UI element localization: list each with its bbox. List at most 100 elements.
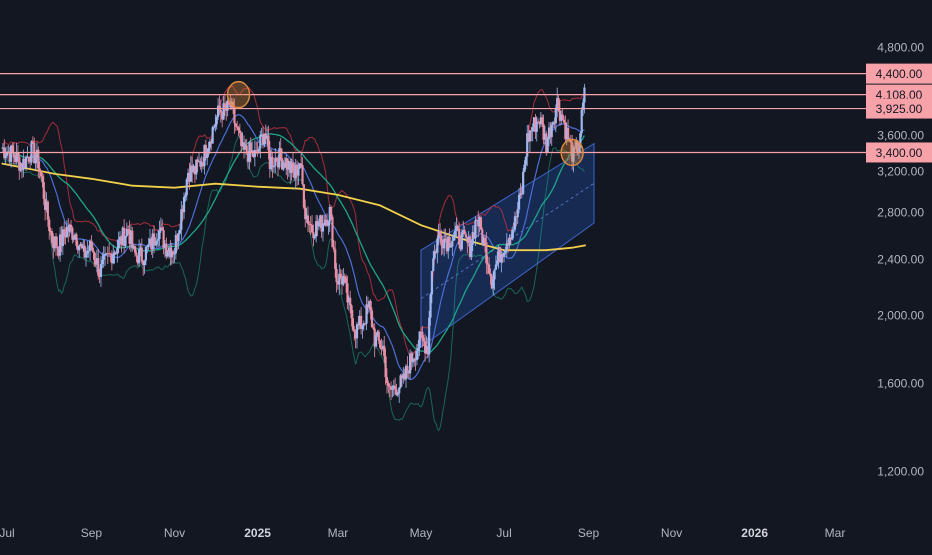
candle-body — [413, 358, 416, 362]
candle — [400, 373, 404, 387]
candle-body — [19, 162, 22, 171]
candle — [477, 210, 480, 237]
candle — [84, 247, 88, 267]
candle-body — [256, 150, 259, 152]
candle-body — [395, 389, 398, 396]
candle — [447, 235, 450, 259]
candle — [87, 245, 90, 258]
candle-body — [448, 236, 451, 248]
candle-body — [415, 350, 419, 361]
candle — [310, 214, 314, 234]
candle-body — [460, 232, 463, 250]
candle-body — [8, 151, 11, 162]
candle — [534, 113, 537, 139]
y-tick-label: 3,600.00 — [877, 128, 924, 142]
candle — [151, 229, 154, 259]
candle-body — [347, 297, 350, 303]
candle — [72, 235, 75, 243]
candle-body — [188, 172, 191, 182]
candle — [101, 252, 104, 269]
candle-body — [575, 141, 578, 148]
candle-body — [315, 221, 318, 237]
candle — [396, 392, 399, 398]
candle-body — [185, 179, 188, 196]
highlight-circle[interactable] — [560, 138, 584, 167]
candle-body — [242, 142, 246, 150]
level-line[interactable]: 3,400.00 — [0, 142, 932, 163]
candle — [212, 124, 216, 131]
candle — [298, 163, 301, 169]
candle — [78, 244, 81, 258]
candle — [49, 227, 52, 236]
candle — [449, 243, 453, 248]
candle-body — [152, 233, 156, 245]
candle-body — [370, 310, 374, 328]
candle-body — [534, 117, 537, 132]
candle — [463, 225, 466, 235]
candle — [411, 351, 414, 368]
level-line[interactable]: 4,400.00 — [0, 63, 932, 84]
candle-body — [407, 370, 410, 374]
level-line[interactable]: 3,925.00 — [0, 98, 932, 119]
candle-body — [204, 144, 207, 158]
candle-body — [464, 234, 468, 238]
candle-body — [383, 345, 386, 357]
highlight-circle[interactable] — [226, 80, 251, 109]
candle-body — [430, 270, 433, 295]
candle-body — [162, 230, 165, 249]
candle-body — [388, 385, 391, 387]
candle-body — [82, 245, 85, 249]
candle — [76, 240, 79, 254]
candle-body — [60, 234, 63, 247]
candle-body — [133, 246, 137, 253]
candle-body — [355, 324, 359, 339]
candle — [482, 235, 485, 247]
candle — [489, 268, 492, 285]
candle — [86, 240, 89, 258]
candle-body — [358, 315, 361, 326]
candle-body — [295, 165, 299, 176]
horizontal-levels[interactable]: 4,400.004,108.003,925.003,400.00 — [0, 63, 932, 163]
candle — [264, 124, 267, 145]
time-axis[interactable]: Jul Sep Nov 2025 Mar May Jul Sep Nov 2026 Mar — [0, 526, 845, 540]
candle — [98, 268, 101, 284]
candle-body — [112, 254, 115, 264]
candle-body — [118, 236, 122, 241]
candle-body — [558, 110, 562, 121]
candle — [75, 232, 78, 249]
candle-body — [423, 341, 427, 354]
candle — [500, 251, 503, 273]
candle — [83, 240, 86, 259]
candle-body — [432, 258, 435, 271]
candle-body — [357, 324, 360, 326]
level-label: 3,925.00 — [876, 102, 923, 116]
y-tick-label: 2,400.00 — [877, 253, 924, 267]
candle — [103, 246, 107, 267]
candle-body — [373, 328, 376, 347]
candle — [502, 251, 506, 263]
x-tick-label: 2026 — [741, 526, 768, 540]
highlight-circles[interactable] — [226, 80, 584, 167]
candle — [550, 122, 553, 146]
candle-body — [477, 220, 480, 227]
candle-body — [211, 127, 214, 144]
candle-body — [61, 229, 64, 247]
candle-body — [103, 254, 107, 256]
ma-200-line — [1, 162, 586, 252]
candle — [452, 232, 455, 241]
candle — [4, 147, 7, 165]
candle-body — [172, 251, 175, 255]
candle-body — [157, 239, 160, 241]
price-axis[interactable]: 4,800.00 3,600.00 3,200.00 2,800.00 2,400.00… — [877, 41, 924, 479]
candle-body — [270, 157, 273, 170]
candle-body — [470, 244, 473, 257]
candle — [211, 125, 214, 144]
candle-body — [482, 237, 485, 245]
candle-body — [24, 157, 28, 168]
candle — [109, 252, 112, 263]
candle-body — [18, 156, 21, 171]
candle-body — [101, 259, 104, 265]
candle-body — [90, 240, 93, 248]
